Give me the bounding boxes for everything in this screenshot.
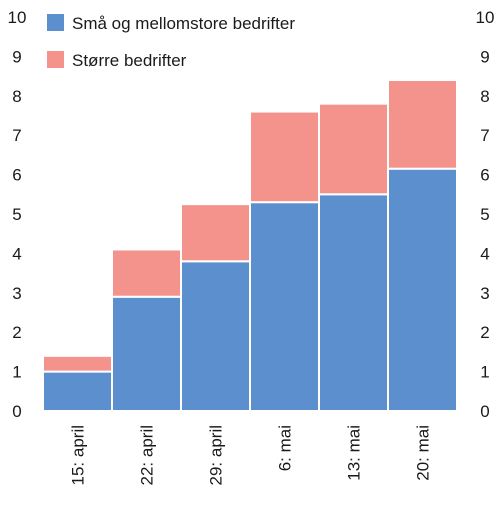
y-axis-left: 0 1 2 3 4 5 6 7 8 9 10 bbox=[8, 8, 27, 421]
x-tick-label-3: 6: mai bbox=[276, 425, 295, 471]
y-tick-left-3: 3 bbox=[12, 284, 21, 303]
y-tick-right-7: 7 bbox=[480, 126, 489, 145]
y-tick-right-9: 9 bbox=[480, 47, 489, 66]
x-tick-label-1: 22: april bbox=[138, 425, 157, 485]
x-axis: 15: april 22: april 29: april 6: mai 13: mai… bbox=[69, 425, 433, 485]
legend: Små og mellomstore bedrifter Større bedri… bbox=[47, 14, 295, 70]
bar-sme-2 bbox=[180, 260, 251, 412]
x-tick-label-4: 13: mai bbox=[345, 425, 364, 481]
bar-sme-5 bbox=[387, 167, 458, 412]
y-tick-right-2: 2 bbox=[480, 323, 489, 342]
y-tick-left-10: 10 bbox=[8, 8, 27, 27]
y-tick-left-2: 2 bbox=[12, 323, 21, 342]
bars-group bbox=[42, 79, 458, 413]
y-tick-right-8: 8 bbox=[480, 87, 489, 106]
bar-large-3 bbox=[249, 110, 320, 204]
y-tick-left-9: 9 bbox=[12, 47, 21, 66]
y-axis-right: 0 1 2 3 4 5 6 7 8 9 10 bbox=[476, 8, 495, 421]
bar-sme-3 bbox=[249, 201, 320, 412]
y-tick-right-0: 0 bbox=[480, 402, 489, 421]
y-tick-left-8: 8 bbox=[12, 87, 21, 106]
x-tick-label-2: 29: april bbox=[207, 425, 226, 485]
y-tick-left-5: 5 bbox=[12, 205, 21, 224]
y-tick-left-7: 7 bbox=[12, 126, 21, 145]
x-tick-label-5: 20: mai bbox=[414, 425, 433, 481]
bar-large-2 bbox=[180, 203, 251, 263]
y-tick-left-0: 0 bbox=[12, 402, 21, 421]
legend-swatch-1 bbox=[47, 51, 64, 68]
legend-swatch-0 bbox=[47, 14, 64, 31]
y-tick-right-4: 4 bbox=[480, 244, 489, 263]
y-tick-left-6: 6 bbox=[12, 166, 21, 185]
y-tick-left-1: 1 bbox=[12, 363, 21, 382]
bar-large-5 bbox=[387, 79, 458, 170]
bar-large-4 bbox=[318, 102, 389, 196]
y-tick-left-4: 4 bbox=[12, 244, 21, 263]
bar-large-0 bbox=[42, 354, 113, 373]
y-tick-right-6: 6 bbox=[480, 166, 489, 185]
y-tick-right-10: 10 bbox=[476, 8, 495, 27]
bar-sme-4 bbox=[318, 193, 389, 412]
x-tick-label-0: 15: april bbox=[69, 425, 88, 485]
bar-large-1 bbox=[111, 248, 182, 298]
bar-sme-1 bbox=[111, 295, 182, 412]
y-tick-right-3: 3 bbox=[480, 284, 489, 303]
bar-sme-0 bbox=[42, 370, 113, 413]
legend-label-1: Større bedrifter bbox=[72, 51, 187, 70]
y-tick-right-1: 1 bbox=[480, 363, 489, 382]
legend-label-0: Små og mellomstore bedrifter bbox=[72, 14, 295, 33]
y-tick-right-5: 5 bbox=[480, 205, 489, 224]
